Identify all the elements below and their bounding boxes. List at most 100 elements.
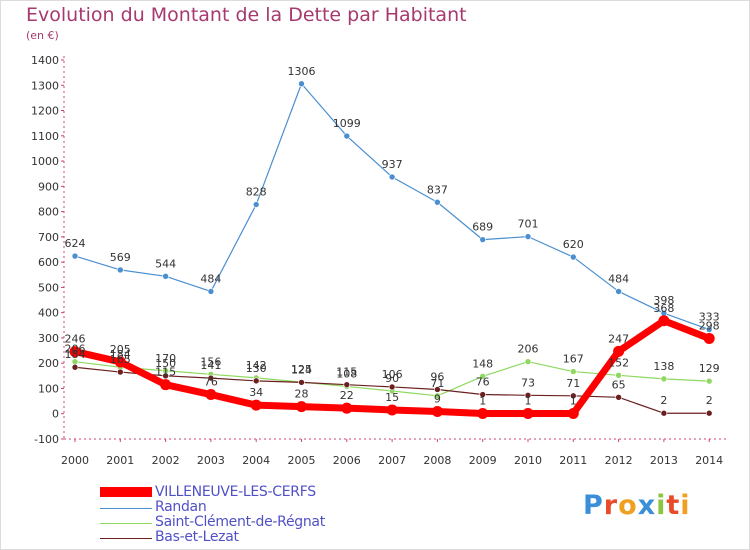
data-label-0: 76 xyxy=(204,376,218,389)
y-tick-label: 1000 xyxy=(31,155,59,168)
data-label-0: 205 xyxy=(110,343,131,356)
series-point-3 xyxy=(117,368,124,376)
data-label-1: 1306 xyxy=(288,65,316,78)
series-point-0 xyxy=(658,315,670,327)
series-point-3 xyxy=(615,394,622,401)
data-label-2: 90 xyxy=(385,372,399,385)
data-label-2: 138 xyxy=(653,360,674,373)
legend-label-bas-et-lezat: Bas-et-Lezat xyxy=(155,529,239,545)
series-point-0 xyxy=(250,399,262,411)
data-label-1: 484 xyxy=(608,272,629,285)
y-tick-label: 100 xyxy=(38,382,59,395)
data-label-3: 65 xyxy=(612,378,626,391)
series-point-0 xyxy=(69,346,81,358)
data-label-0: 9 xyxy=(434,392,441,405)
x-tick-label: 2006 xyxy=(333,454,361,467)
data-label-1: 620 xyxy=(563,238,584,251)
series-point-1 xyxy=(615,288,622,295)
data-label-3: 76 xyxy=(476,376,490,389)
series-point-1 xyxy=(434,198,441,206)
series-point-0 xyxy=(341,402,353,414)
series-point-3 xyxy=(207,374,215,382)
series-point-3 xyxy=(434,386,441,393)
series-point-1 xyxy=(252,201,260,208)
data-label-2: 142 xyxy=(246,359,267,372)
data-label-3: 124 xyxy=(291,363,312,376)
data-label-1: 624 xyxy=(65,237,86,250)
proxiti-logo: Proxiti xyxy=(583,490,691,521)
data-label-2: 206 xyxy=(65,343,86,356)
data-label-3: 115 xyxy=(336,366,357,379)
data-label-3: 71 xyxy=(566,377,580,390)
series-point-3 xyxy=(388,383,396,391)
data-label-3: 106 xyxy=(382,368,403,381)
y-tick-label: 1300 xyxy=(31,79,59,92)
data-label-1: 333 xyxy=(699,311,720,324)
x-tick-label: 2008 xyxy=(423,454,451,467)
y-tick-label: -100 xyxy=(34,433,59,446)
data-label-0: 34 xyxy=(249,386,263,399)
series-point-1 xyxy=(705,326,713,333)
series-point-3 xyxy=(343,381,351,388)
data-label-2: 167 xyxy=(563,353,584,366)
x-tick-label: 2014 xyxy=(695,454,723,467)
data-label-1: 689 xyxy=(472,221,493,234)
y-tick-label: 0 xyxy=(52,408,59,421)
legend-label-randan: Randan xyxy=(155,499,207,515)
data-label-0: 1 xyxy=(570,394,577,407)
y-tick-label: 1400 xyxy=(31,54,59,67)
y-tick-label: 800 xyxy=(38,206,59,219)
series-point-0 xyxy=(522,407,534,419)
data-label-1: 937 xyxy=(382,158,403,171)
series-point-1 xyxy=(207,288,215,295)
data-label-1: 1099 xyxy=(333,117,361,130)
data-label-3: 96 xyxy=(430,370,444,383)
series-point-3 xyxy=(162,372,169,380)
legend-swatch-randan xyxy=(100,508,152,509)
series-point-0 xyxy=(703,332,715,344)
y-tick-label: 1100 xyxy=(31,130,59,143)
series-line-1 xyxy=(74,83,710,331)
data-label-2: 125 xyxy=(291,363,312,376)
y-tick-label: 400 xyxy=(38,307,59,320)
x-tick-label: 2007 xyxy=(378,454,406,467)
legend-swatch-bas-et-lezat xyxy=(100,538,152,539)
series-point-3 xyxy=(479,391,487,398)
legend-swatch-villeneuve xyxy=(100,487,152,497)
data-label-2: 152 xyxy=(608,356,629,369)
x-tick-label: 2002 xyxy=(152,454,180,467)
series-point-1 xyxy=(71,252,79,260)
chart-title: Evolution du Montant de la Dette par Hab… xyxy=(26,4,467,26)
series-point-0 xyxy=(431,405,443,417)
data-label-3: 150 xyxy=(155,357,176,370)
x-tick-label: 2013 xyxy=(650,454,678,467)
y-tick-label: 500 xyxy=(38,281,59,294)
series-point-0 xyxy=(613,345,625,357)
data-label-2: 71 xyxy=(430,377,444,390)
series-point-1 xyxy=(117,266,124,274)
series-point-0 xyxy=(477,407,489,419)
chart-subtitle: (en €) xyxy=(26,29,59,42)
series-point-1 xyxy=(388,173,396,181)
data-label-1: 544 xyxy=(155,257,176,270)
data-label-0: 1 xyxy=(479,394,486,407)
x-tick-label: 2010 xyxy=(514,454,542,467)
series-point-2 xyxy=(705,377,713,385)
series-point-0 xyxy=(567,407,579,419)
series-point-3 xyxy=(524,391,532,399)
series-point-3 xyxy=(660,409,668,417)
series-point-0 xyxy=(205,389,217,401)
x-tick-label: 2012 xyxy=(605,454,633,467)
x-tick-label: 2000 xyxy=(61,454,89,467)
x-tick-label: 2011 xyxy=(559,454,587,467)
series-point-1 xyxy=(524,233,532,240)
series-point-2 xyxy=(569,368,577,375)
series-point-3 xyxy=(705,409,713,417)
series-point-2 xyxy=(660,375,668,383)
series-point-0 xyxy=(160,379,172,391)
line-chart: -100 0 100 200 300 400 500 600 700 800 900 1000 1100… xyxy=(31,54,728,467)
data-label-2: 184 xyxy=(110,348,131,361)
data-label-0: 28 xyxy=(295,388,309,401)
series-point-2 xyxy=(479,373,487,380)
